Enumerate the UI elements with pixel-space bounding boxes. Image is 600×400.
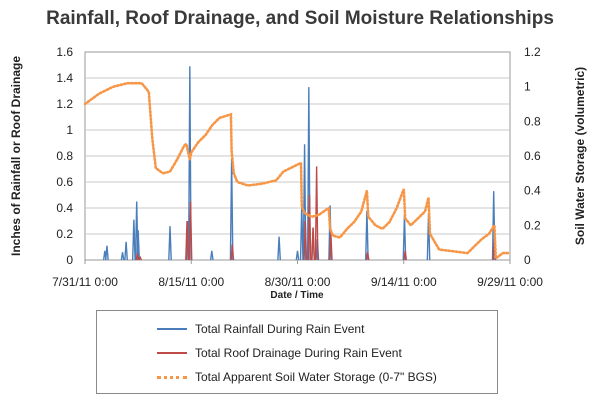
roof-drainage-spike (138, 255, 143, 261)
y-left-tick-label: 0.6 (56, 175, 73, 189)
rainfall-spike (105, 245, 109, 261)
roof-drainage-spike (307, 194, 312, 261)
roof-drainage-spike (135, 253, 140, 261)
x-tick-label: 8/30/11 0:00 (265, 275, 331, 289)
x-axis-title: Date / Time (270, 290, 324, 301)
rainfall-spike (277, 236, 281, 261)
roof-drainage-spike (185, 220, 189, 261)
y-right-tick-label: 0 (524, 253, 531, 267)
x-tick-label: 9/29/11 0:00 (477, 275, 543, 289)
rainfall-spike (120, 252, 125, 261)
legend-label-soil-water: Total Apparent Soil Water Storage (0-7" … (195, 370, 437, 384)
y-left-tick-label: 0.4 (56, 201, 73, 215)
x-tick-label: 8/15/11 0:00 (158, 275, 224, 289)
y-axis-right-title: Soil Water Storage (volumetric) (573, 67, 587, 245)
legend-swatch-roof-drainage (157, 352, 187, 354)
roof-drainage-spike (188, 201, 193, 261)
axis-layer: 0 0.2 0.4 0.6 0.8 1 1.2 1.4 1.6 0 0.2 0.4 0.6 0.8 1 1.2… (52, 45, 543, 289)
roof-drainage-spike (311, 227, 315, 261)
y-right-tick-label: 1 (524, 80, 531, 94)
legend-item-rainfall: Total Rainfall During Rain Event (97, 319, 364, 339)
rainfall-spike (299, 205, 304, 261)
y-left-tick-label: 0.2 (56, 227, 73, 241)
rainfall-spike (136, 230, 141, 261)
y-axis-left-title: Inches of Rainfall or Roof Drainage (9, 56, 23, 256)
y-right-tick-label: 0.4 (524, 184, 541, 198)
roof-drainage-spike (303, 220, 308, 261)
legend-label-roof-drainage: Total Roof Drainage During Rain Event (195, 346, 402, 360)
legend-item-soil-water: Total Apparent Soil Water Storage (0-7" … (97, 367, 437, 387)
y-right-tick-label: 0.8 (524, 114, 541, 128)
series-layer (83, 66, 512, 261)
roof-drainage-spike (403, 250, 408, 261)
y-right-tick-label: 1.2 (524, 45, 541, 59)
rainfall-spike (131, 219, 136, 261)
chart-title: Rainfall, Roof Drainage, and Soil Moistu… (46, 8, 554, 29)
roof-drainage-spike (314, 166, 319, 261)
legend: Total Rainfall During Rain Event Total R… (96, 310, 498, 394)
rainfall-spike (209, 250, 214, 261)
rainfall-spike (168, 226, 172, 261)
y-right-tick-label: 0.2 (524, 218, 541, 232)
y-left-tick-label: 1 (66, 123, 73, 137)
soil-water-line (83, 81, 512, 261)
y-left-tick-label: 1.6 (56, 45, 73, 59)
rainfall-spike (124, 241, 128, 261)
y-left-tick-label: 0 (66, 253, 73, 267)
x-tick-label: 9/14/11 0:00 (371, 275, 437, 289)
x-tick-label: 7/31/11 0:00 (52, 275, 118, 289)
legend-label-rainfall: Total Rainfall During Rain Event (195, 322, 365, 336)
grid-layer (84, 51, 511, 261)
legend-item-roof-drainage: Total Roof Drainage During Rain Event (97, 343, 402, 363)
roof-drainage-spike (365, 252, 370, 261)
legend-swatch-rainfall (157, 328, 187, 330)
y-right-tick-label: 0.6 (524, 149, 541, 163)
legend-swatch-soil-water (157, 375, 187, 379)
y-left-tick-label: 1.2 (56, 97, 73, 111)
y-left-tick-label: 0.8 (56, 149, 73, 163)
rainfall-spike (295, 250, 300, 261)
roof-drainage-spike (230, 244, 235, 261)
y-left-tick-label: 1.4 (56, 71, 73, 85)
rainfall-spike (187, 66, 192, 261)
